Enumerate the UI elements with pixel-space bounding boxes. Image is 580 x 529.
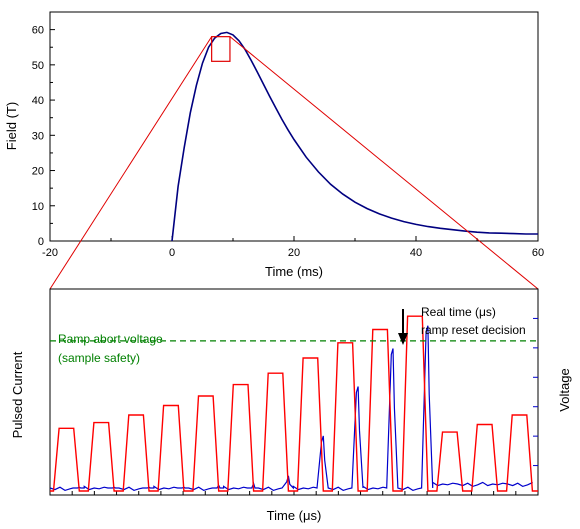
current-series-line (50, 315, 538, 492)
threshold-label-line1: Ramp abort voltage (58, 332, 163, 346)
top-y-tick-label: 60 (32, 25, 44, 37)
bottom-plot-frame (49, 288, 539, 496)
pulsed-current-panel: Ramp abort voltage (sample safety) Real … (10, 288, 572, 523)
right-y-axis-label: Voltage (557, 368, 572, 411)
zoom-connector-right (229, 36, 539, 290)
field-series-line (171, 31, 538, 242)
zoom-connector-left (49, 36, 213, 290)
threshold-label-line2: (sample safety) (58, 351, 140, 365)
voltage-series-line (49, 325, 533, 492)
top-x-tick-label: 60 (532, 247, 544, 259)
top-y-tick-label: 0 (38, 236, 44, 248)
bottom-x-axis-label: Time (μs) (267, 508, 322, 523)
top-y-tick-label: 50 (32, 60, 44, 72)
top-x-tick-label: 20 (288, 247, 300, 259)
top-y-axis-label: Field (T) (4, 102, 19, 150)
left-y-axis-label: Pulsed Current (10, 351, 25, 438)
annotation-line1: Real time (μs) (421, 305, 496, 319)
top-y-tick-label: 20 (32, 166, 44, 178)
top-x-tick-label: -20 (42, 247, 58, 259)
top-series (171, 31, 538, 242)
top-x-axis-label: Time (ms) (265, 264, 323, 279)
top-y-tick-label: 10 (32, 201, 44, 213)
annotation-arrow-head (398, 333, 408, 345)
top-x-tick-label: 40 (410, 247, 422, 259)
annotation-line2: ramp reset decision (421, 323, 526, 337)
top-y-tick-label: 40 (32, 95, 44, 107)
zoom-box (211, 36, 231, 62)
top-x-tick-label: 0 (169, 247, 175, 259)
top-plot-frame (49, 11, 539, 242)
top-y-tick-label: 30 (32, 130, 44, 142)
